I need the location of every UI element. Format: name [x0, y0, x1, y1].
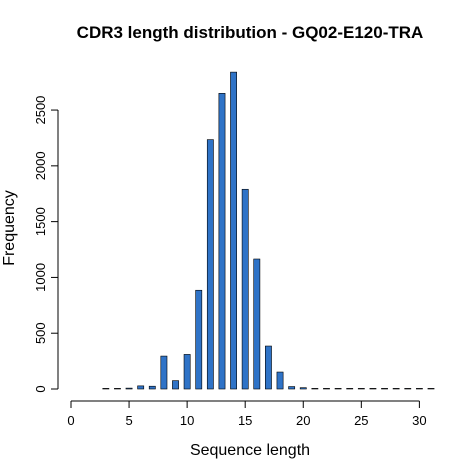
bar-8: [160, 355, 168, 390]
bar-16: [253, 258, 261, 390]
bar-22: [323, 388, 330, 390]
x-tick-label-10: 10: [180, 413, 194, 428]
bar-23: [334, 388, 342, 390]
bar-20: [299, 387, 307, 390]
bar-12: [206, 139, 214, 390]
bar-28: [392, 388, 400, 390]
x-tick-label-0: 0: [67, 413, 74, 428]
bar-15: [241, 188, 249, 390]
bar-21: [311, 388, 319, 390]
x-tick-label-5: 5: [125, 413, 132, 428]
y-tick-label-2500: 2500: [33, 96, 48, 125]
x-tick-label-20: 20: [296, 413, 310, 428]
bar-31: [427, 388, 435, 390]
bar-26: [369, 388, 377, 390]
bar-4: [114, 388, 121, 390]
bar-6: [137, 385, 145, 390]
y-tick-label-0: 0: [33, 385, 48, 392]
bar-5: [125, 387, 133, 390]
chart-title: CDR3 length distribution - GQ02-E120-TRA: [77, 23, 424, 42]
bar-7: [148, 385, 156, 390]
x-axis: 0 5 10 15 20 25 30: [67, 400, 427, 428]
bar-11: [195, 289, 203, 390]
y-axis-title: Frequency: [1, 190, 18, 266]
bar-27: [381, 388, 388, 390]
bar-19: [288, 386, 296, 390]
y-axis: 0 500 1000 1500 2000 2500: [33, 96, 59, 393]
bar-13: [218, 93, 226, 390]
y-tick-label-2000: 2000: [33, 151, 48, 180]
bar-24: [346, 388, 354, 390]
y-tick-label-1500: 1500: [33, 207, 48, 236]
bar-3: [102, 388, 110, 390]
x-tick-label-15: 15: [238, 413, 252, 428]
bar-30: [415, 388, 423, 390]
y-tick-label-500: 500: [33, 322, 48, 344]
x-tick-label-25: 25: [354, 413, 368, 428]
bar-25: [357, 388, 365, 390]
bars-group: [102, 71, 435, 390]
bar-17: [265, 345, 272, 390]
bar-29: [404, 388, 412, 390]
bar-18: [276, 371, 284, 390]
bar-9: [172, 380, 179, 390]
bar-14: [230, 71, 237, 390]
y-tick-label-1000: 1000: [33, 263, 48, 292]
bar-10: [183, 354, 191, 390]
x-axis-title: Sequence length: [190, 442, 310, 459]
x-tick-label-30: 30: [412, 413, 426, 428]
